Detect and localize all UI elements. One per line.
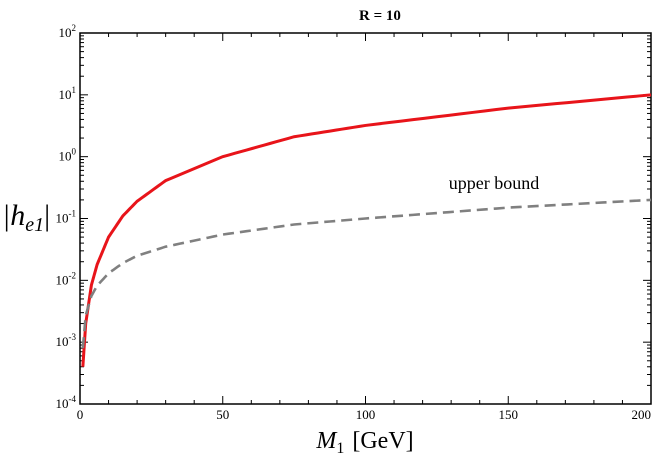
y-tick-label: 10-3 [56,332,77,349]
y-axis-label: |he1| [2,199,50,236]
annotation-layer: upper bound [449,173,539,193]
chart-title: R = 10 [359,8,401,24]
y-axis-label-end: | [44,199,50,232]
y-tick-label: 10-2 [56,270,77,287]
y-axis-label-sub: e1 [25,214,44,236]
series-line-2 [81,198,652,349]
x-axis-label-sub: 1 [336,440,344,457]
x-tick-label: 0 [77,407,84,422]
annotation-label: upper bound [449,173,539,193]
y-axis-label-main: |h [2,199,25,232]
series-layer [81,93,652,367]
x-tick-label: 100 [356,407,376,422]
x-tick-label: 50 [216,407,229,422]
y-tick-label: 102 [59,23,77,40]
y-tick-label: 100 [59,147,77,164]
x-tick-label: 150 [499,407,519,422]
y-tick-label: 10-4 [56,394,77,411]
x-axis-label: M1 [GeV] [315,428,413,457]
x-tick-labels: 0 50 100 150 200 [77,407,651,422]
axis-ticks [79,32,652,405]
y-tick-labels: 10-4 10-3 10-2 10-1 100 101 102 [56,23,77,411]
x-tick-label: 200 [632,407,652,422]
series-line-1 [81,93,652,367]
y-tick-label: 10-1 [56,209,77,226]
x-axis-label-main: M [315,428,338,454]
y-tick-label: 101 [59,85,77,102]
x-axis-label-unit: [GeV] [352,428,413,454]
